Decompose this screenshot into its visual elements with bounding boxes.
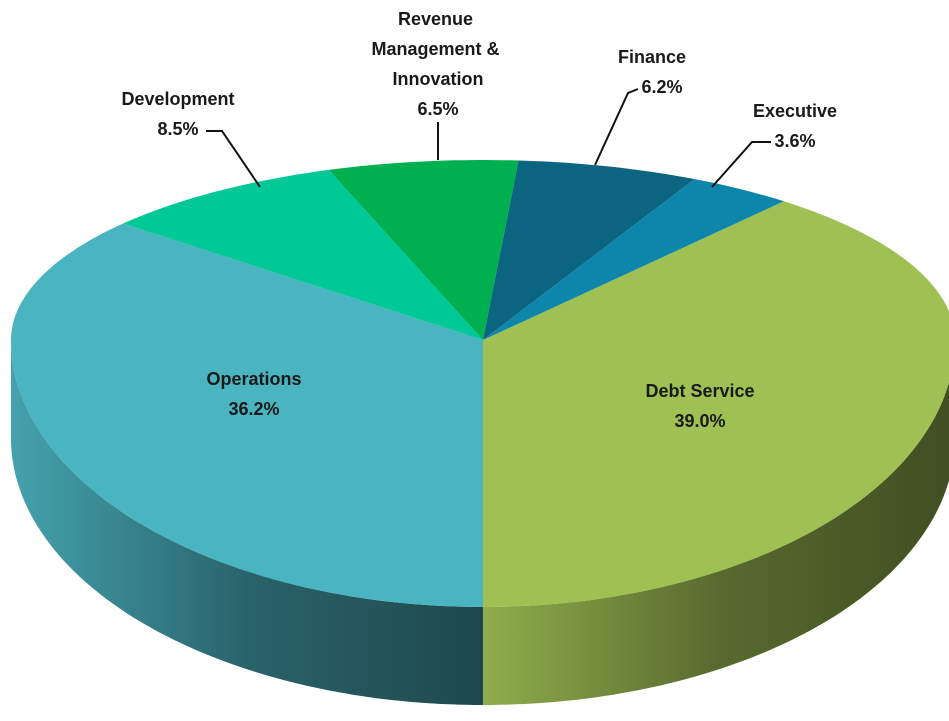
slice-value-label: 39.0% xyxy=(674,411,725,431)
labels: Debt Service 39.0% Operations 36.2% Developm… xyxy=(121,9,837,431)
leader-line xyxy=(206,130,261,188)
slice-side-shade xyxy=(11,340,483,705)
pie-sides xyxy=(11,340,949,705)
slice xyxy=(11,223,483,607)
slice-label: Finance xyxy=(618,47,686,67)
slice-label: Development xyxy=(121,89,234,109)
slice-side-shade xyxy=(483,382,949,705)
slice xyxy=(483,160,695,340)
slice xyxy=(483,179,784,340)
slice-label: Operations xyxy=(206,369,301,389)
slice xyxy=(328,160,519,340)
slice xyxy=(123,169,483,340)
slice-label: Revenue Management & Innovation xyxy=(371,9,504,89)
slice-label: Debt Service xyxy=(645,381,754,401)
leader-line xyxy=(594,88,639,166)
slice-value-label: 6.2% xyxy=(641,77,682,97)
slice-value-label: 3.6% xyxy=(774,131,815,151)
slice-value-label: 6.5% xyxy=(417,99,458,119)
pie-tops xyxy=(11,160,949,607)
slice-label: Executive xyxy=(753,101,837,121)
slice-value-label: 8.5% xyxy=(157,119,198,139)
leader-line xyxy=(711,141,771,188)
slice-value-label: 36.2% xyxy=(228,399,279,419)
slice xyxy=(483,201,949,607)
